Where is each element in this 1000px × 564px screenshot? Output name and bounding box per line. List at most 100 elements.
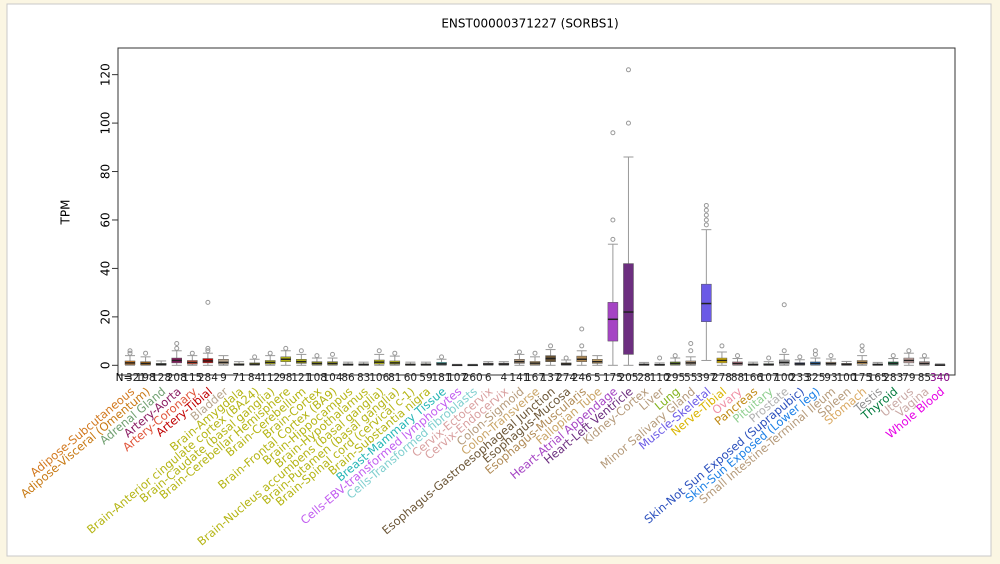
outlier [298, 348, 304, 354]
y-axis-label: TPM [59, 200, 73, 226]
chart-title: ENST00000371227 (SORBS1) [441, 17, 618, 31]
outlier [797, 354, 803, 360]
sample-count: 167 [525, 372, 545, 384]
sample-count: 85 [918, 372, 931, 384]
sample-count: 198 [136, 372, 156, 384]
outlier [205, 299, 211, 305]
sample-count: 4 [501, 372, 508, 384]
sample-count: 181 [432, 372, 452, 384]
outlier [672, 353, 678, 359]
outlier [719, 343, 725, 349]
sample-count: 295 [665, 372, 685, 384]
outlier [625, 67, 631, 73]
sample-count: 397 [696, 372, 716, 384]
outlier [735, 353, 740, 359]
y-tick-label: 20 [99, 309, 113, 324]
outlier [392, 350, 398, 356]
sample-count: 104 [322, 372, 342, 384]
y-tick-label: 60 [99, 212, 113, 227]
y-tick-label: 120 [99, 63, 113, 86]
outlier [781, 302, 787, 308]
outlier [174, 341, 180, 347]
outlier [703, 212, 709, 218]
sample-count: 59 [419, 372, 432, 384]
sample-count: 84 [248, 372, 262, 384]
sample-count: 107 [759, 372, 779, 384]
outlier [189, 350, 195, 356]
outlier [548, 343, 554, 349]
plot-frame [117, 47, 956, 376]
sample-count: 166 [743, 372, 763, 384]
outlier [516, 349, 522, 355]
sample-count: 6 [485, 372, 492, 384]
sample-count: 28 [637, 372, 650, 384]
sample-count: 112 [260, 372, 280, 384]
outlier [625, 120, 631, 126]
y-tick-label: 100 [99, 112, 113, 135]
outlier [579, 343, 585, 349]
sample-count: 100 [774, 372, 794, 384]
sample-count: 233 [790, 372, 810, 384]
outlier [766, 355, 772, 361]
sample-count: 115 [182, 372, 202, 384]
sample-count: 55 [684, 372, 697, 384]
sample-count: 246 [572, 372, 592, 384]
sample-count: 205 [618, 372, 638, 384]
sample-count: 208 [167, 372, 187, 384]
outlier [703, 202, 709, 208]
sample-count: 278 [712, 372, 732, 384]
outlier [532, 350, 538, 356]
outlier [859, 343, 865, 349]
outlier [579, 326, 585, 332]
outlier [127, 348, 133, 354]
outlier [127, 350, 133, 356]
sample-count: 79 [902, 372, 915, 384]
panel [6, 3, 992, 557]
sample-count: 107 [447, 372, 467, 384]
sample-count: 260 [463, 372, 483, 384]
outlier [781, 348, 787, 354]
sample-count: 128 [151, 372, 171, 384]
sample-count: 98 [279, 372, 292, 384]
sample-count: 88 [731, 372, 744, 384]
outlier [330, 351, 335, 357]
outlier [205, 348, 211, 354]
outlier [610, 217, 616, 223]
sample-count: 165 [868, 372, 888, 384]
y-tick-label: 0 [99, 361, 113, 369]
outlier [143, 350, 149, 356]
sample-count: 86 [341, 372, 355, 384]
outlier [890, 353, 896, 359]
sample-count: 71 [232, 372, 245, 384]
outlier [859, 348, 865, 354]
outlier [688, 348, 694, 354]
sample-count: 175 [603, 372, 623, 384]
sample-count: 81 [388, 372, 401, 384]
sample-count: 340 [930, 372, 950, 384]
outlier [267, 350, 273, 356]
outlier [828, 353, 834, 359]
sample-count: 110 [650, 372, 670, 384]
outlier [703, 207, 709, 213]
y-tick-label: 80 [99, 164, 113, 179]
sample-count: 325 [805, 372, 825, 384]
sample-count: 283 [883, 372, 903, 384]
outlier [703, 222, 709, 228]
outlier [703, 217, 709, 223]
outlier [812, 348, 818, 354]
sample-count: 284 [198, 372, 218, 384]
sample-count: 83 [357, 372, 370, 384]
outlier [174, 345, 180, 351]
outlier [205, 345, 211, 351]
outlier [610, 130, 616, 136]
outlier [439, 354, 445, 360]
sample-count: 274 [556, 372, 576, 384]
sample-count: 100 [837, 372, 857, 384]
sample-count: 175 [852, 372, 872, 384]
sample-count: 9 [220, 372, 227, 384]
box [623, 263, 634, 355]
outlier [657, 355, 663, 361]
box [607, 302, 619, 342]
sample-count: 5 [594, 372, 601, 384]
